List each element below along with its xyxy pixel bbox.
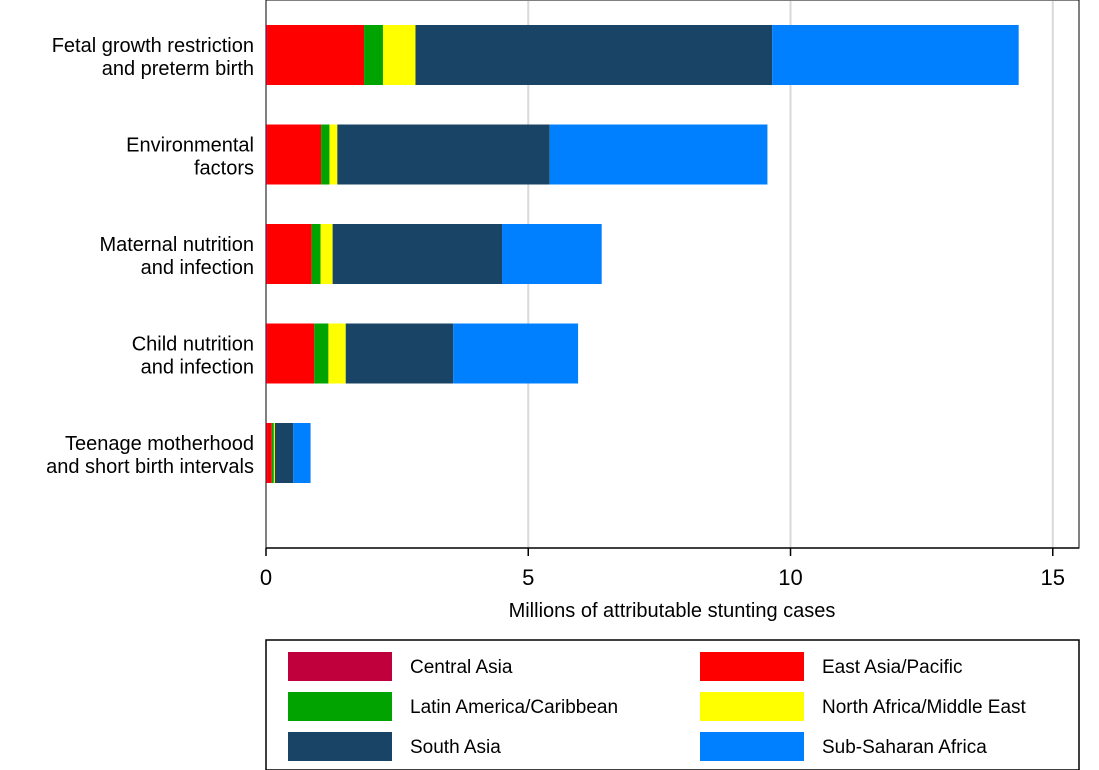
bar-segment [332, 224, 503, 284]
bar-segment [266, 323, 268, 384]
legend-box [265, 639, 1080, 770]
bar-segment [345, 323, 454, 384]
legend-label: North Africa/Middle East [822, 697, 1027, 718]
bar-segment [320, 224, 333, 284]
x-tick-label: 5 [522, 565, 534, 590]
bar-segment [267, 423, 272, 483]
bar-segment [549, 124, 768, 185]
bar-segment [293, 423, 311, 483]
bars [266, 25, 1019, 483]
bar-segment [267, 323, 315, 384]
bar-segment [266, 124, 268, 185]
bar-segment [364, 25, 383, 85]
bar-segment [273, 423, 275, 483]
x-tick-label: 15 [1041, 565, 1065, 590]
bar-segment [274, 423, 294, 483]
bar-segment [267, 25, 365, 85]
bar-segment [266, 423, 268, 483]
category-label: Teenage motherhood and short birth interv… [46, 433, 254, 478]
bar-segment [329, 124, 338, 185]
category-label: Child nutrition and infection [132, 334, 254, 379]
legend-swatch [288, 652, 392, 681]
bar-segment [311, 224, 321, 284]
bar-segment [502, 224, 602, 284]
legend-label: Central Asia [410, 657, 513, 678]
category-label: Maternal nutrition and infection [99, 234, 254, 279]
bar-segment [382, 25, 416, 85]
legend-label: East Asia/Pacific [822, 657, 962, 678]
x-tick-label: 0 [260, 565, 272, 590]
legend: Central Asia East Asia/Pacific Latin Ameri… [265, 639, 1080, 770]
legend-swatch [700, 652, 804, 681]
bar-segment [271, 423, 274, 483]
x-axis-title: Millions of attributable stunting cases [509, 600, 836, 622]
bar-segment [321, 124, 330, 185]
legend-swatch [700, 692, 804, 721]
bar-segment [453, 323, 579, 384]
bar-segment [415, 25, 773, 85]
x-tick-label: 10 [778, 565, 802, 590]
bar-segment [266, 25, 268, 85]
category-label: Environmental factors [126, 135, 254, 180]
x-axis: 0 5 10 15 [260, 547, 1079, 590]
bar-segment [337, 124, 550, 185]
legend-swatch [700, 732, 804, 761]
legend-label: South Asia [410, 737, 501, 758]
category-labels: Fetal growth restriction and preterm birt… [46, 35, 254, 478]
legend-label: Sub-Saharan Africa [822, 737, 987, 758]
bar-segment [267, 124, 322, 185]
bar-segment [266, 224, 268, 284]
legend-swatch [288, 692, 392, 721]
bar-segment [314, 323, 329, 384]
category-label: Fetal growth restriction and preterm birt… [52, 35, 254, 80]
bar-segment [772, 25, 1019, 85]
legend-swatch [288, 732, 392, 761]
bar-segment [267, 224, 312, 284]
legend-label: Latin America/Caribbean [410, 697, 618, 718]
bar-segment [328, 323, 346, 384]
